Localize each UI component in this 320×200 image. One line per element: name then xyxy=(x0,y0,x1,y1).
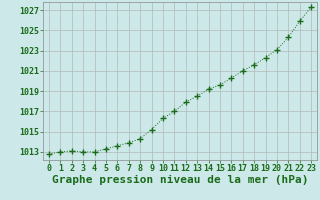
X-axis label: Graphe pression niveau de la mer (hPa): Graphe pression niveau de la mer (hPa) xyxy=(52,175,308,185)
